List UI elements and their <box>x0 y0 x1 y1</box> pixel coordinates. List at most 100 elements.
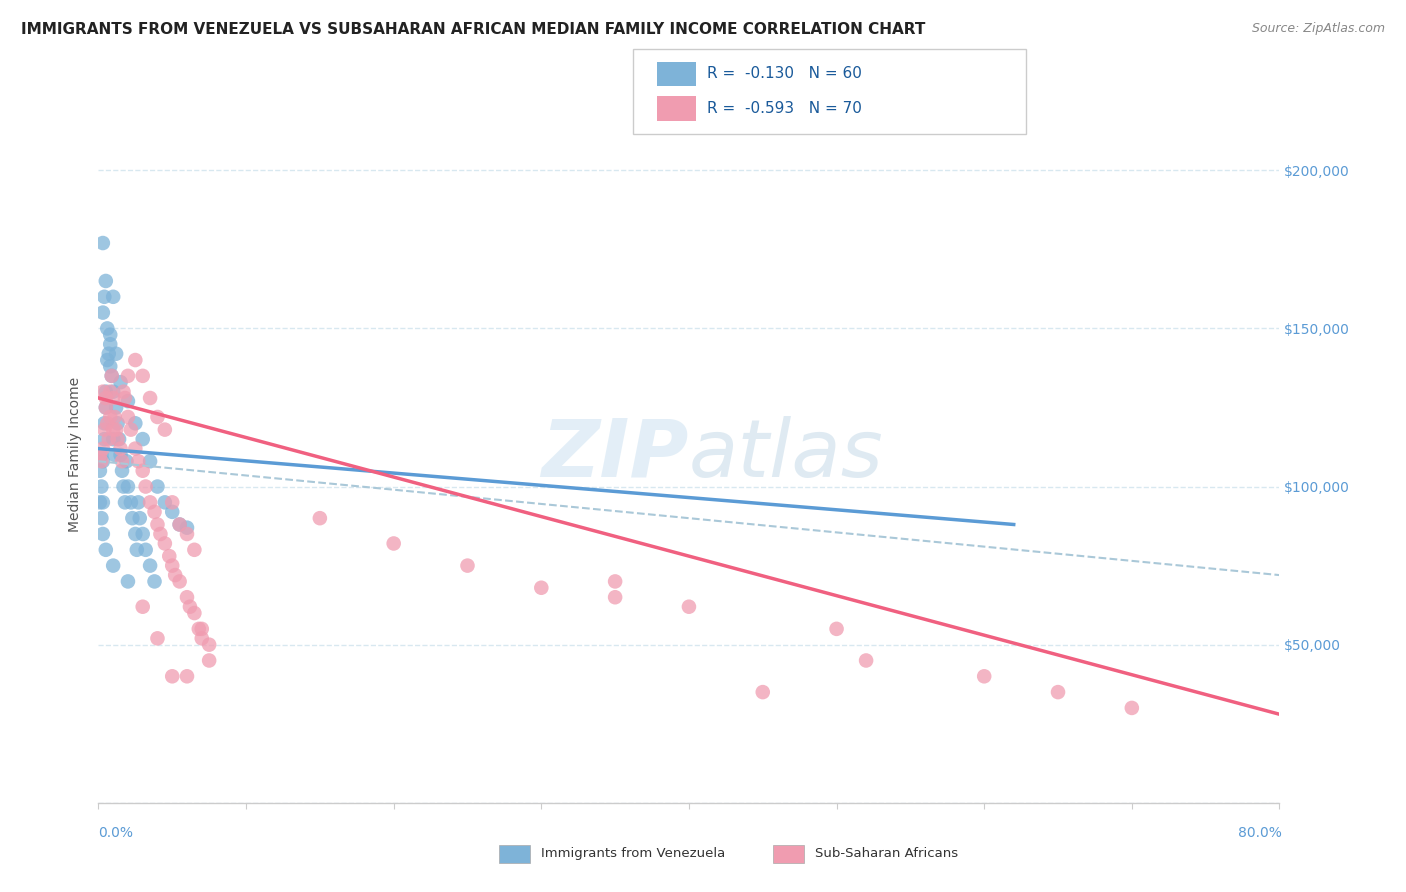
Point <box>149 527 172 541</box>
Point <box>120 423 142 437</box>
Point <box>89 448 111 462</box>
Point <box>135 542 157 557</box>
Point <box>96 353 118 368</box>
Point <box>183 606 205 620</box>
Point <box>100 368 122 383</box>
Point <box>89 495 111 509</box>
Text: Source: ZipAtlas.com: Source: ZipAtlas.com <box>1251 22 1385 36</box>
Point <box>309 511 332 525</box>
Point <box>187 622 209 636</box>
Point <box>93 290 115 304</box>
Point <box>105 423 128 437</box>
Point <box>132 464 155 478</box>
Point <box>112 384 135 399</box>
Point <box>132 599 155 614</box>
Point <box>103 384 125 399</box>
Point <box>90 448 112 462</box>
Point <box>98 327 121 342</box>
Text: atlas: atlas <box>689 416 884 494</box>
Point <box>124 417 146 431</box>
Point <box>117 574 139 589</box>
Point <box>107 432 129 446</box>
Point <box>143 505 166 519</box>
Point <box>128 511 150 525</box>
Point <box>165 568 187 582</box>
Point <box>456 558 478 573</box>
Point <box>96 321 118 335</box>
Point <box>124 353 146 368</box>
Point <box>191 632 214 646</box>
Point <box>90 454 112 468</box>
Point <box>169 517 191 532</box>
Point <box>94 542 117 557</box>
Point <box>1046 685 1069 699</box>
Text: R =  -0.130   N = 60: R = -0.130 N = 60 <box>707 67 862 81</box>
Point <box>127 495 149 509</box>
Text: IMMIGRANTS FROM VENEZUELA VS SUBSAHARAN AFRICAN MEDIAN FAMILY INCOME CORRELATION: IMMIGRANTS FROM VENEZUELA VS SUBSAHARAN … <box>21 22 925 37</box>
Point <box>93 417 115 431</box>
Point <box>139 454 162 468</box>
Text: R =  -0.593   N = 70: R = -0.593 N = 70 <box>707 102 862 116</box>
Point <box>139 495 162 509</box>
Point <box>100 368 122 383</box>
Point <box>91 495 114 509</box>
Point <box>91 305 114 319</box>
Point <box>98 359 121 374</box>
Point <box>132 368 155 383</box>
Point <box>678 599 700 614</box>
Point <box>120 495 142 509</box>
Point <box>91 384 114 399</box>
Point <box>108 432 131 446</box>
Point <box>179 599 201 614</box>
Point <box>146 409 169 424</box>
Point <box>98 337 121 351</box>
Point <box>121 511 143 525</box>
Point <box>825 622 848 636</box>
Point <box>176 591 198 605</box>
Point <box>751 685 773 699</box>
Point <box>530 581 553 595</box>
Point <box>605 591 627 605</box>
Point <box>104 448 127 462</box>
Point <box>146 479 169 493</box>
Point <box>1121 701 1143 715</box>
Point <box>96 417 118 431</box>
Point <box>105 401 128 415</box>
Text: 80.0%: 80.0% <box>1239 826 1282 839</box>
Point <box>91 527 114 541</box>
Point <box>117 409 139 424</box>
Point <box>146 632 169 646</box>
Point <box>855 653 877 667</box>
Point <box>110 442 132 456</box>
Point <box>103 290 125 304</box>
Point <box>139 558 162 573</box>
Text: ZIP: ZIP <box>541 416 689 494</box>
Point <box>191 622 214 636</box>
Point <box>104 409 127 424</box>
Point <box>162 669 183 683</box>
Point <box>103 432 125 446</box>
Point <box>198 653 221 667</box>
Point <box>169 517 191 532</box>
Point <box>90 511 112 525</box>
Point <box>97 432 120 446</box>
Point <box>169 574 191 589</box>
Point <box>114 391 136 405</box>
Point <box>105 347 128 361</box>
Text: 0.0%: 0.0% <box>98 826 134 839</box>
Point <box>176 669 198 683</box>
Y-axis label: Median Family Income: Median Family Income <box>69 377 83 533</box>
Point <box>124 442 146 456</box>
Point <box>973 669 995 683</box>
Point <box>97 347 120 361</box>
Point <box>103 423 125 437</box>
Point <box>124 527 146 541</box>
Point <box>111 454 134 468</box>
Point <box>112 479 135 493</box>
Point <box>125 542 148 557</box>
Point <box>94 401 117 415</box>
Point <box>110 375 132 389</box>
Text: Immigrants from Venezuela: Immigrants from Venezuela <box>541 847 725 860</box>
Point <box>153 423 176 437</box>
Point <box>94 391 117 405</box>
